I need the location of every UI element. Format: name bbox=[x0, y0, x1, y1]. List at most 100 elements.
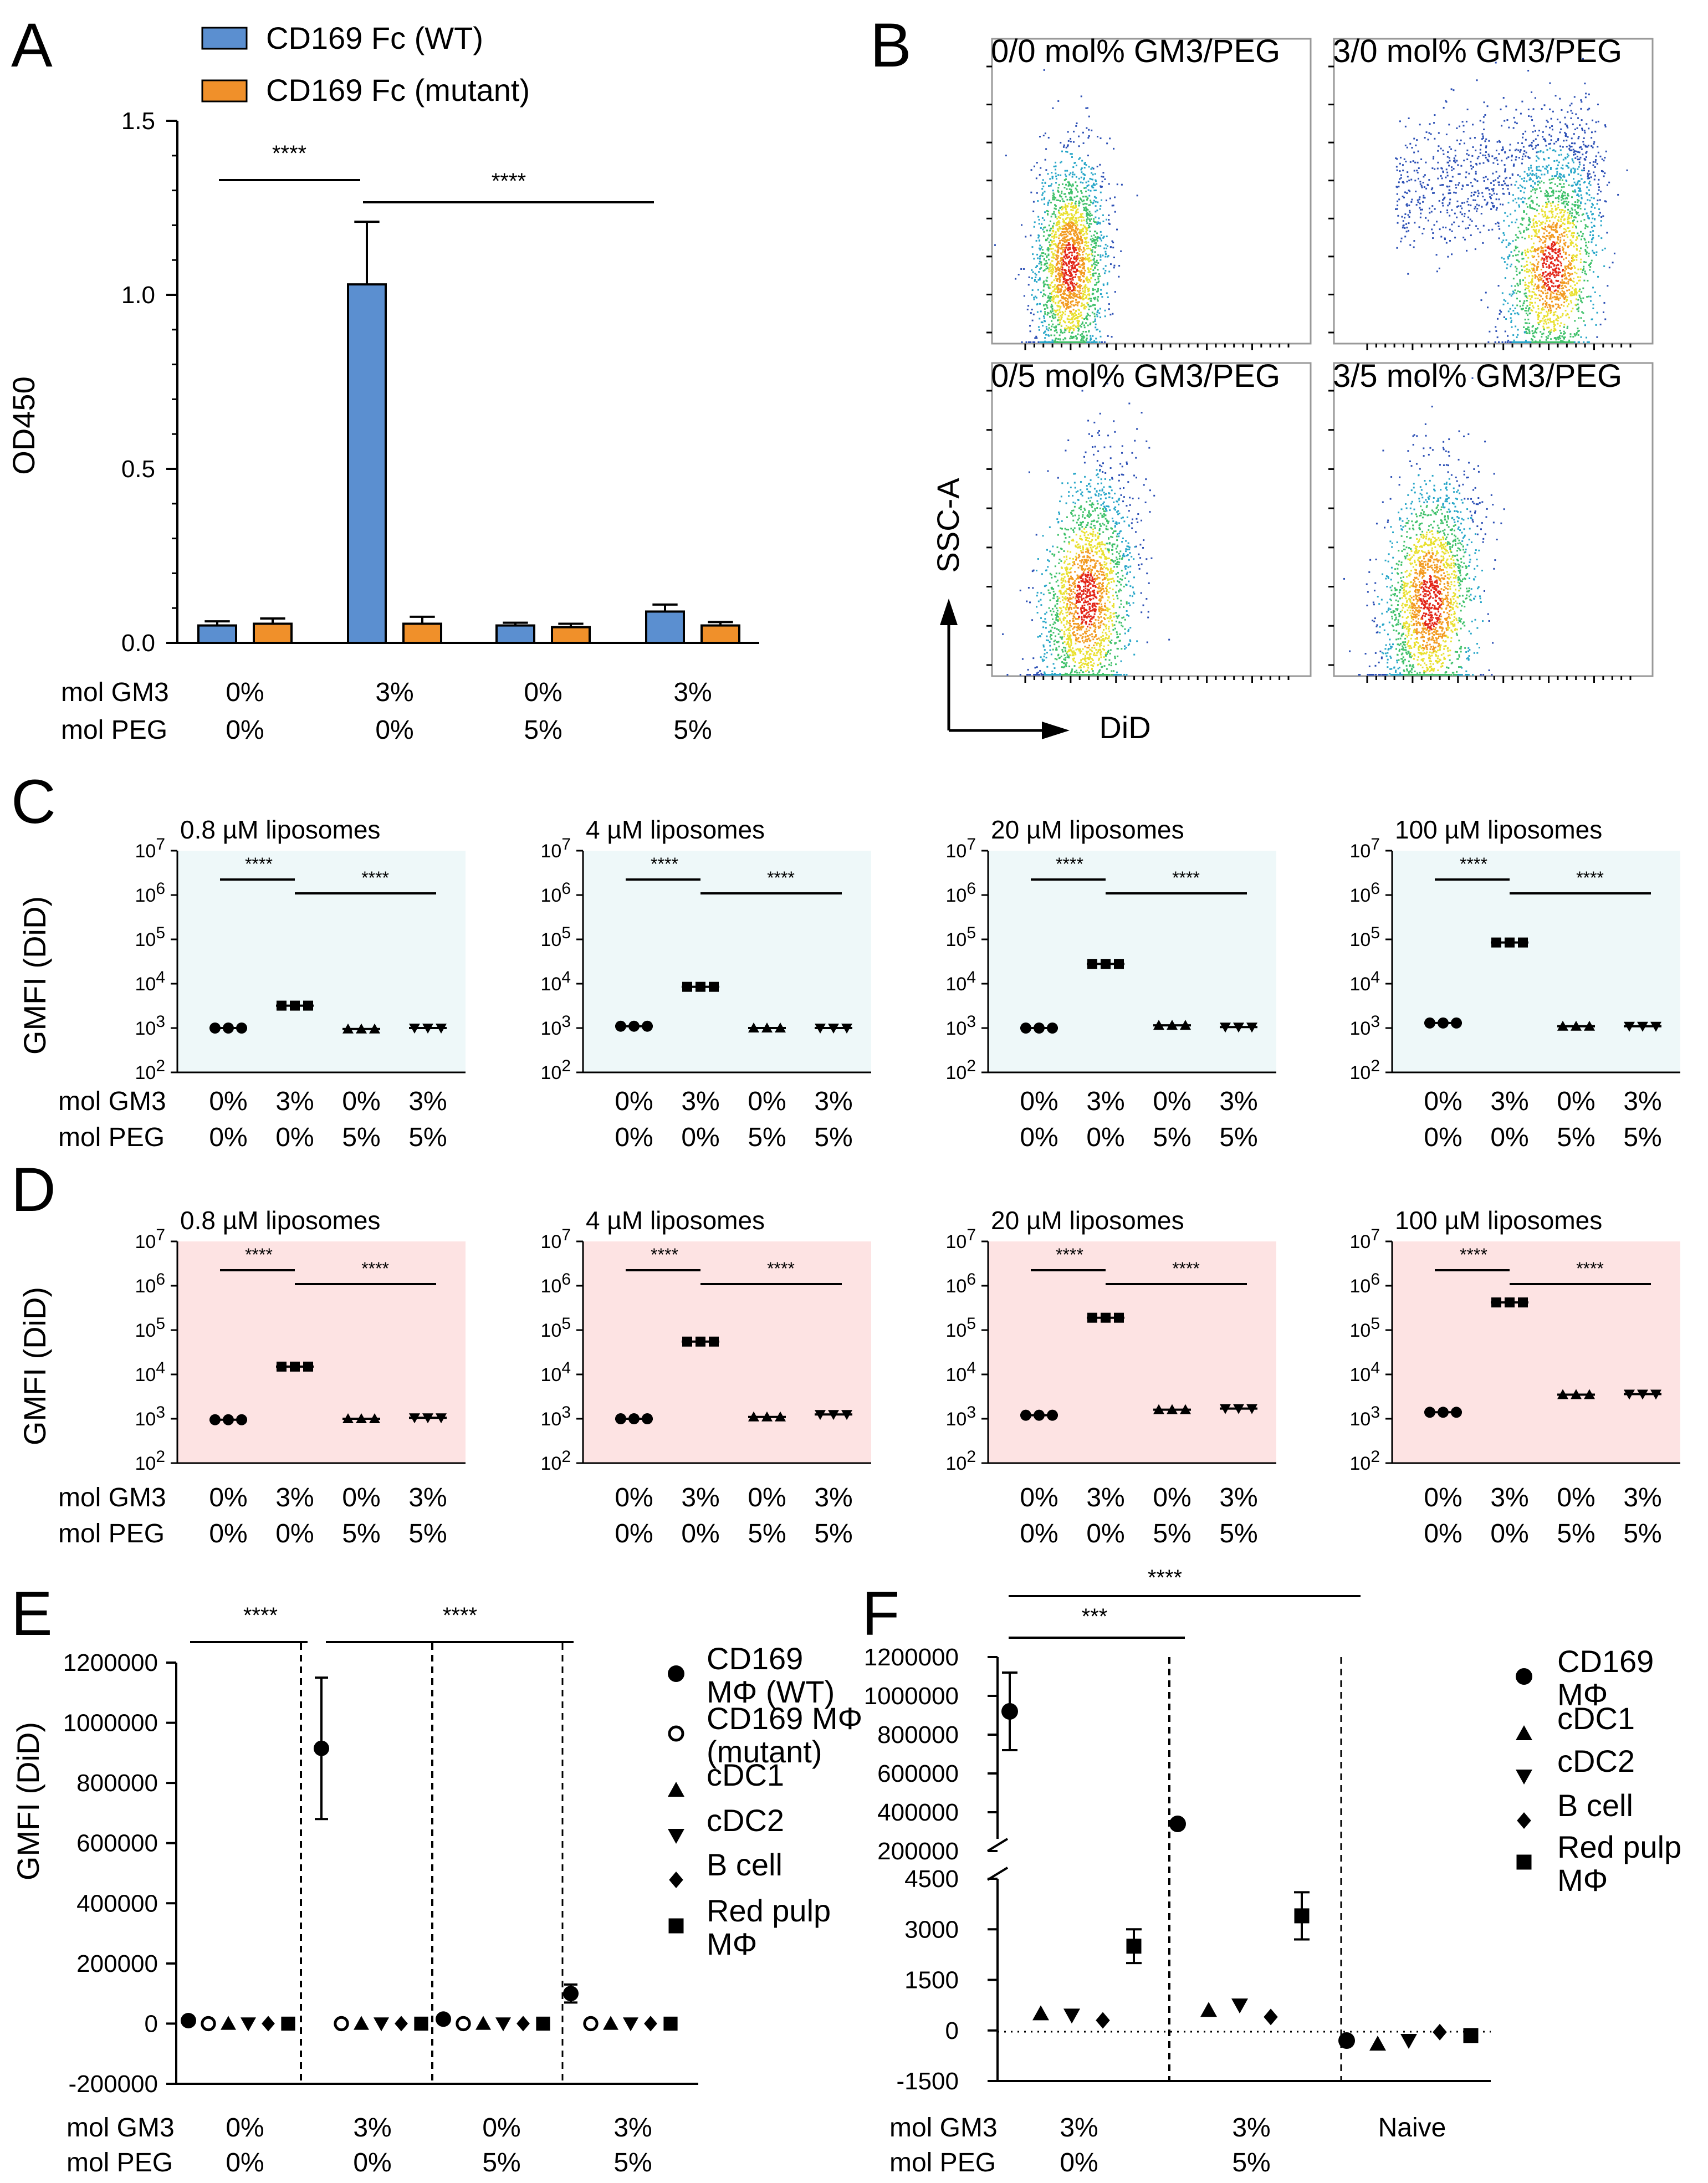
flow-event bbox=[1520, 223, 1522, 225]
flow-event bbox=[1474, 191, 1476, 193]
flow-event bbox=[1074, 224, 1076, 227]
flow-event bbox=[1528, 157, 1530, 159]
flow-event bbox=[1075, 239, 1077, 242]
flow-event bbox=[1579, 183, 1581, 186]
flow-event bbox=[1081, 341, 1083, 343]
flow-event bbox=[1551, 258, 1553, 260]
flow-event bbox=[1055, 205, 1057, 207]
flow-event bbox=[1410, 201, 1413, 203]
flow-event bbox=[1054, 309, 1056, 311]
flow-event bbox=[1057, 250, 1060, 253]
flow-event bbox=[1528, 197, 1531, 199]
flow-event bbox=[1095, 179, 1097, 181]
flow-event bbox=[1540, 259, 1542, 261]
flow-event bbox=[1569, 262, 1571, 264]
flow-event bbox=[1078, 242, 1081, 244]
flow-event bbox=[1542, 318, 1544, 320]
flow-event bbox=[1097, 329, 1099, 331]
flow-event bbox=[1589, 295, 1592, 298]
flow-event bbox=[1083, 219, 1085, 222]
flow-event bbox=[1086, 287, 1088, 289]
flow-event bbox=[1554, 197, 1557, 200]
flow-event bbox=[1557, 286, 1559, 288]
flow-event bbox=[1458, 173, 1460, 175]
flow-event bbox=[1086, 222, 1088, 224]
flow-event bbox=[1076, 209, 1078, 211]
flow-event bbox=[1488, 155, 1490, 157]
flow-event bbox=[1558, 154, 1560, 156]
flow-event bbox=[1045, 304, 1047, 306]
flow-event bbox=[1078, 301, 1080, 303]
flow-event bbox=[1523, 341, 1526, 343]
flow-event bbox=[1032, 201, 1035, 203]
flow-event bbox=[1589, 300, 1592, 302]
flow-event bbox=[1537, 176, 1540, 178]
flow-event bbox=[1069, 192, 1071, 194]
flow-event bbox=[1573, 219, 1575, 221]
flow-event bbox=[1062, 293, 1064, 295]
flow-event bbox=[1099, 330, 1101, 333]
panel-a-bar bbox=[197, 624, 237, 644]
flow-event bbox=[1543, 329, 1545, 331]
flow-event bbox=[1536, 276, 1538, 278]
flow-event bbox=[1059, 234, 1061, 236]
flow-event bbox=[1580, 238, 1582, 241]
flow-event bbox=[1033, 226, 1035, 228]
flow-event bbox=[1510, 213, 1512, 216]
flow-event bbox=[1059, 214, 1061, 216]
flow-event bbox=[1086, 242, 1088, 244]
flow-event bbox=[1461, 188, 1463, 190]
flow-event bbox=[1512, 334, 1515, 336]
flow-event bbox=[1071, 337, 1073, 339]
flow-event bbox=[1062, 260, 1065, 263]
flow-event bbox=[1092, 269, 1095, 272]
flow-event bbox=[1552, 229, 1554, 231]
flow-event bbox=[1582, 297, 1584, 299]
flow-event bbox=[1093, 272, 1095, 274]
flow-event bbox=[1067, 289, 1069, 292]
flow-event bbox=[1087, 314, 1090, 316]
flow-event bbox=[1542, 205, 1544, 207]
flow-event bbox=[1569, 239, 1572, 241]
flow-event bbox=[1566, 230, 1568, 232]
flow-event bbox=[1088, 305, 1091, 308]
flow-event bbox=[1568, 245, 1570, 247]
flow-event bbox=[1444, 238, 1446, 241]
flow-event bbox=[1572, 226, 1574, 228]
flow-event bbox=[1553, 236, 1556, 238]
flow-event bbox=[1079, 315, 1081, 318]
flow-event bbox=[1405, 223, 1408, 225]
flow-event bbox=[1536, 203, 1538, 206]
flow-event bbox=[1071, 192, 1073, 195]
flow-event bbox=[1550, 262, 1552, 264]
flow-event bbox=[1068, 260, 1071, 262]
flow-event bbox=[1059, 217, 1061, 219]
flow-event bbox=[1075, 205, 1077, 207]
flow-event bbox=[1043, 280, 1045, 283]
flow-event bbox=[1590, 211, 1592, 213]
flow-event bbox=[1097, 278, 1100, 280]
flow-event bbox=[1091, 172, 1093, 174]
flow-event bbox=[1085, 253, 1087, 255]
flow-event bbox=[1481, 138, 1483, 140]
flow-event bbox=[1428, 132, 1430, 134]
flow-event bbox=[1531, 174, 1533, 176]
flow-event bbox=[1469, 218, 1471, 221]
flow-event bbox=[1054, 314, 1056, 316]
flow-event bbox=[1424, 197, 1426, 199]
flow-event bbox=[1554, 337, 1557, 339]
flow-event bbox=[1046, 328, 1048, 330]
flow-event bbox=[1083, 163, 1086, 165]
flow-event bbox=[1030, 234, 1032, 237]
flow-event bbox=[1070, 275, 1072, 278]
flow-event bbox=[1086, 295, 1088, 297]
flow-event bbox=[1562, 198, 1564, 200]
flow-event bbox=[1554, 298, 1556, 300]
flow-event bbox=[1560, 332, 1562, 334]
flow-event bbox=[1063, 255, 1065, 258]
flow-event bbox=[1504, 171, 1506, 173]
flow-event bbox=[1522, 153, 1525, 155]
flow-event bbox=[1075, 314, 1077, 316]
flow-event bbox=[1040, 262, 1042, 264]
flow-event bbox=[1071, 289, 1073, 292]
